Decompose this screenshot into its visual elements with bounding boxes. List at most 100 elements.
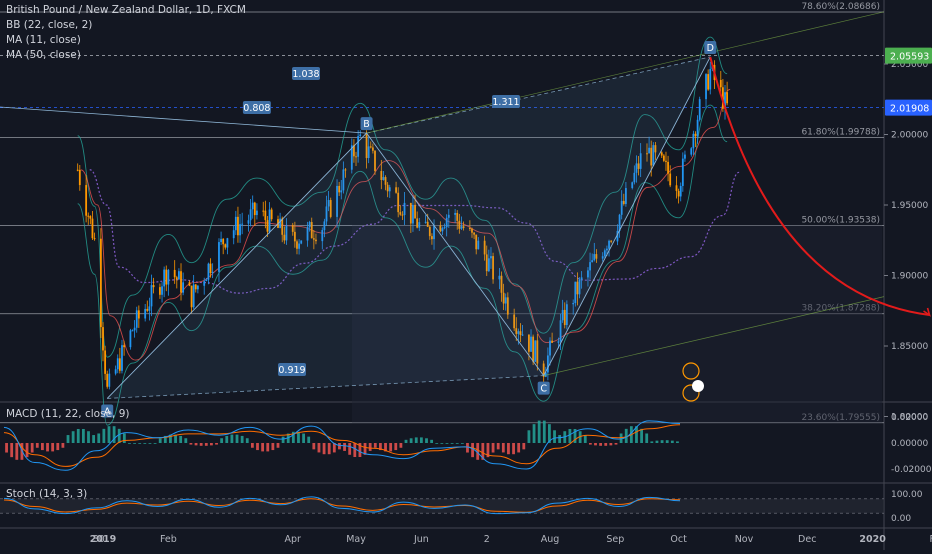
candle-body — [563, 309, 566, 326]
price-tick-label: 1.90000 — [891, 272, 928, 282]
indicator-bb[interactable]: BB (22, close, 2) — [6, 19, 93, 31]
candle-body — [565, 304, 568, 326]
candle-body — [574, 281, 577, 304]
macd-histogram-bar — [240, 435, 244, 443]
pattern-point-label: D — [707, 43, 714, 54]
macd-histogram-bar — [5, 443, 8, 453]
candle-body — [190, 285, 193, 308]
candle-body — [355, 156, 357, 158]
channel-lower — [543, 296, 885, 376]
macd-histogram-bar — [158, 438, 162, 443]
candle-body — [572, 303, 575, 305]
stoch-tick-label: 0.00 — [891, 514, 911, 524]
macd-tick-label: 0.02000 — [891, 413, 928, 423]
macd-histogram-bar — [501, 443, 505, 453]
candle-body — [241, 223, 244, 225]
candle-body — [487, 258, 490, 272]
candle-body — [262, 210, 265, 212]
indicator-ma-50[interactable]: MA (50, close) — [6, 49, 81, 61]
candle-body — [340, 190, 343, 193]
candle-body — [521, 334, 524, 336]
macd-histogram-bar — [97, 433, 101, 443]
candle-body — [445, 217, 448, 228]
macd-histogram-bar — [184, 438, 188, 443]
macd-histogram-bar — [61, 443, 65, 448]
candle-body — [726, 92, 729, 104]
candle-body — [492, 256, 494, 280]
macd-histogram-bar — [368, 443, 372, 451]
date-axis-label: Dec — [798, 534, 816, 545]
candle-body — [625, 188, 627, 204]
candle-body — [251, 202, 254, 210]
candle-body — [220, 238, 222, 243]
macd-histogram-bar — [588, 443, 592, 445]
candle-body — [123, 345, 125, 348]
date-axis-label: Jun — [413, 534, 429, 545]
macd-histogram-bar — [266, 443, 270, 452]
macd-histogram-bar — [358, 443, 362, 458]
candle-body — [395, 187, 397, 193]
macd-histogram-bar — [496, 443, 500, 450]
macd-histogram-bar — [655, 440, 659, 443]
macd-histogram-bar — [92, 435, 96, 443]
candle-body — [266, 220, 269, 232]
macd-title[interactable]: MACD (11, 22, close, 9) — [6, 408, 130, 420]
macd-histogram-bar — [486, 443, 490, 458]
candle-body — [180, 271, 182, 293]
macd-histogram-bar — [476, 443, 480, 460]
indicator-ma-11[interactable]: MA (11, close) — [6, 34, 81, 46]
pattern-point-badge — [537, 381, 550, 395]
candle-body — [205, 279, 208, 282]
macd-histogram-bar — [363, 443, 367, 455]
candle-body — [338, 185, 341, 193]
macd-histogram-bar — [338, 443, 341, 450]
candle-body — [336, 185, 338, 217]
candle-body — [681, 158, 684, 186]
candle-body — [249, 209, 252, 221]
candle-body — [433, 225, 435, 240]
candle-body — [182, 282, 185, 293]
macd-histogram-bar — [471, 443, 474, 458]
candle-body — [473, 232, 475, 235]
candle-body — [211, 271, 214, 273]
macd-histogram-bar — [553, 430, 556, 443]
macd-histogram-bar — [466, 443, 469, 453]
macd-histogram-bar — [594, 443, 597, 446]
candle-body — [298, 243, 300, 249]
stoch-tick-label: 100.00 — [891, 490, 923, 500]
macd-histogram-bar — [332, 443, 336, 453]
macd-histogram-bar — [220, 438, 224, 443]
candle-body — [325, 206, 328, 222]
candle-body — [163, 269, 166, 287]
candle-body — [646, 153, 648, 155]
candle-body — [367, 146, 370, 159]
candle-body — [93, 238, 96, 240]
macd-histogram-bar — [665, 440, 669, 443]
macd-histogram-bar — [87, 431, 90, 443]
stoch-title[interactable]: Stoch (14, 3, 3) — [6, 488, 88, 500]
macd-histogram-bar — [307, 436, 311, 443]
candle-body — [665, 160, 667, 162]
candle-body — [477, 240, 480, 250]
candle-body — [194, 284, 197, 290]
candle-body — [384, 177, 387, 185]
candle-body — [684, 154, 686, 159]
price-badge — [885, 99, 932, 116]
candle-body — [371, 147, 374, 151]
macd-histogram-bar — [604, 443, 608, 446]
chart-title[interactable]: British Pound / New Zealand Dollar, 1D, … — [6, 4, 246, 16]
candle-body — [256, 210, 258, 216]
macd-histogram-bar — [384, 443, 387, 452]
candle-body — [300, 240, 303, 244]
candle-body — [675, 185, 678, 191]
macd-histogram-bar — [117, 428, 121, 443]
macd-histogram-bar — [414, 437, 418, 443]
candle-body — [593, 254, 596, 261]
pattern-diagonal-bd — [366, 56, 711, 134]
candle-body — [388, 187, 391, 192]
candle-body — [502, 292, 505, 304]
macd-histogram-bar — [650, 441, 654, 443]
macd-histogram-bar — [455, 443, 459, 444]
